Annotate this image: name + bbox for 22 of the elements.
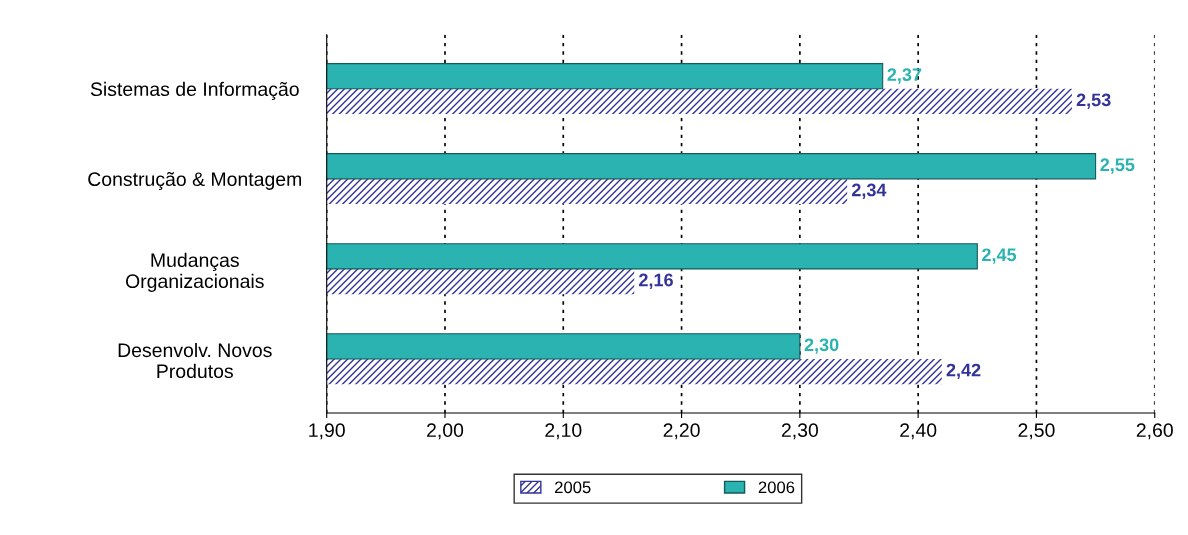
x-tick-label: 2,60 [1136, 423, 1173, 440]
x-tick-label: 2,30 [781, 423, 819, 440]
y-tick-label: Construção & Montagem [88, 171, 302, 190]
data-label: 2,53 [1076, 93, 1111, 109]
data-label: 2,42 [946, 363, 981, 380]
data-label: 2,45 [982, 248, 1017, 264]
x-tick-label: 2,50 [1018, 423, 1055, 440]
x-tick-label: 1,90 [309, 423, 345, 440]
y-tick-label: Sistemas de Informação [90, 81, 299, 100]
data-label: 2,55 [1100, 158, 1135, 174]
data-label: 2,30 [804, 338, 839, 354]
data-label: 2,16 [639, 273, 673, 289]
x-tick-label: 2,40 [900, 423, 937, 440]
legend-label: 2006 [758, 481, 795, 494]
x-tick-label: 2,10 [545, 423, 582, 440]
y-tick-label: Mudanças Organizacionais [125, 252, 264, 292]
x-tick-label: 2,00 [427, 423, 464, 440]
legend-label: 2005 [555, 481, 591, 494]
data-label: 2,34 [851, 183, 887, 199]
x-tick-label: 2,20 [663, 423, 700, 440]
y-tick-label: Desenvolv. Novos Produtos [118, 342, 272, 379]
data-label: 2,37 [887, 68, 922, 84]
